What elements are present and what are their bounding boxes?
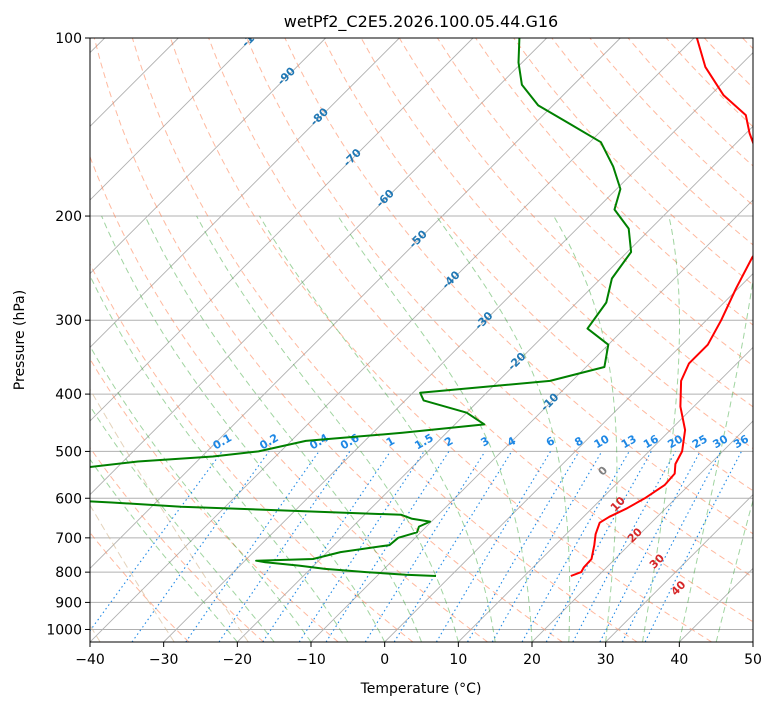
mixing-ratio-line xyxy=(644,451,742,642)
y-tick-label: 300 xyxy=(55,313,82,329)
x-tick-label: 10 xyxy=(449,652,467,668)
isotherm-line xyxy=(531,420,753,642)
isotherm-label: -100 xyxy=(239,21,268,50)
profiles xyxy=(90,38,753,577)
x-tick-label: −40 xyxy=(75,652,105,668)
isotherm-line xyxy=(90,38,253,201)
mixing-ratio-line xyxy=(467,451,580,642)
y-axis-ticks: 1000 900 800 700 600 500 400 300 200 100 xyxy=(46,31,90,638)
isotherm-line xyxy=(90,38,400,348)
mixing-ratio-line xyxy=(393,451,513,642)
reference-arc xyxy=(90,504,175,642)
mixing-ratio-line xyxy=(435,451,552,642)
temperature-profile xyxy=(570,38,753,577)
isotherm-line xyxy=(90,38,474,422)
x-tick-label: 50 xyxy=(744,652,762,668)
x-axis-label: Temperature (°C) xyxy=(360,681,482,697)
x-tick-label: 30 xyxy=(597,652,615,668)
moist-adiabat xyxy=(196,215,459,642)
mixing-ratio-line xyxy=(298,451,425,642)
moist-adiabat xyxy=(435,215,571,642)
moist-adiabat xyxy=(259,215,496,642)
moist-adiabat xyxy=(90,458,238,642)
moist-adiabat xyxy=(553,215,618,642)
y-tick-label: 800 xyxy=(55,565,82,581)
mixing-ratio-line xyxy=(545,451,652,642)
mixing-ratio-line xyxy=(262,451,391,642)
mixing-ratio-line xyxy=(185,451,320,642)
y-tick-label: 600 xyxy=(55,491,82,507)
dry-adiabat xyxy=(513,38,753,286)
isotherm-line xyxy=(90,38,547,496)
x-tick-label: 0 xyxy=(380,652,389,668)
dry-adiabat xyxy=(284,38,753,535)
hodograph-arcs xyxy=(90,388,249,642)
y-tick-label: 700 xyxy=(55,531,82,547)
dry-adiabat xyxy=(208,38,753,623)
moist-adiabat xyxy=(642,215,680,642)
x-tick-label: 40 xyxy=(670,652,688,668)
y-tick-label: 100 xyxy=(55,31,82,47)
dry-adiabat xyxy=(93,38,563,642)
isotherm-line xyxy=(605,494,753,642)
y-tick-label: 200 xyxy=(55,209,82,225)
isotherm-line xyxy=(90,38,621,569)
moist-adiabat xyxy=(337,215,533,642)
moist-adiabat xyxy=(144,215,422,642)
chart-title: wetPf2_C2E5.2026.100.05.44.G16 xyxy=(284,12,558,32)
dry-adiabat xyxy=(322,38,753,492)
isotherm-line xyxy=(163,52,753,642)
x-axis-ticks: −40 −30 −20 −10 0 10 20 30 40 50 xyxy=(75,642,762,668)
plot-frame xyxy=(89,37,754,643)
isotherm-line xyxy=(90,38,326,275)
y-tick-label: 900 xyxy=(55,595,82,611)
moist-adiabat xyxy=(90,405,275,642)
y-tick-label: 400 xyxy=(55,387,82,403)
dry-adiabat xyxy=(246,38,753,578)
mixing-ratio-line xyxy=(364,451,486,642)
x-tick-label: −10 xyxy=(296,652,326,668)
moist-adiabat xyxy=(678,276,753,642)
x-tick-label: 20 xyxy=(523,652,541,668)
isotherm-line xyxy=(237,125,753,642)
dry-adiabat xyxy=(131,38,638,642)
mixing-ratio-line xyxy=(131,451,270,642)
y-tick-label: 500 xyxy=(55,444,82,460)
isotherm-line xyxy=(458,346,753,642)
isotherm-line xyxy=(384,273,753,642)
dry-adiabat xyxy=(90,446,264,642)
y-axis-label: Pressure (hPa) xyxy=(12,290,28,390)
x-tick-label: −30 xyxy=(149,652,179,668)
y-tick-label: 1000 xyxy=(46,622,82,638)
x-tick-label: −20 xyxy=(223,652,253,668)
mixing-ratio-line xyxy=(325,451,450,642)
moist-adiabat xyxy=(90,274,349,642)
moist-adiabat xyxy=(101,215,386,642)
dry-adiabat xyxy=(90,262,414,642)
mixing-ratio-line xyxy=(218,451,351,642)
moist-adiabat xyxy=(90,345,312,642)
dewpoint-profile xyxy=(90,38,633,577)
dry-adiabat xyxy=(170,38,712,642)
reference-arc xyxy=(90,388,249,642)
dry-adiabat xyxy=(475,38,753,326)
